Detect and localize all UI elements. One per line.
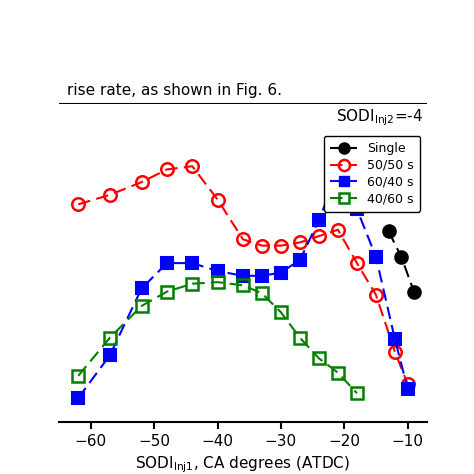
X-axis label: $\mathrm{SODI_{Inj1}}$, CA degrees (ATDC): $\mathrm{SODI_{Inj1}}$, CA degrees (ATDC… xyxy=(136,454,350,474)
Text: $\mathrm{SODI_{Inj2}}$=-4: $\mathrm{SODI_{Inj2}}$=-4 xyxy=(336,108,423,128)
Text: rise rate, as shown in Fig. 6.: rise rate, as shown in Fig. 6. xyxy=(66,82,282,98)
Legend: Single, 50/50 s, 60/40 s, 40/60 s: Single, 50/50 s, 60/40 s, 40/60 s xyxy=(324,136,420,212)
